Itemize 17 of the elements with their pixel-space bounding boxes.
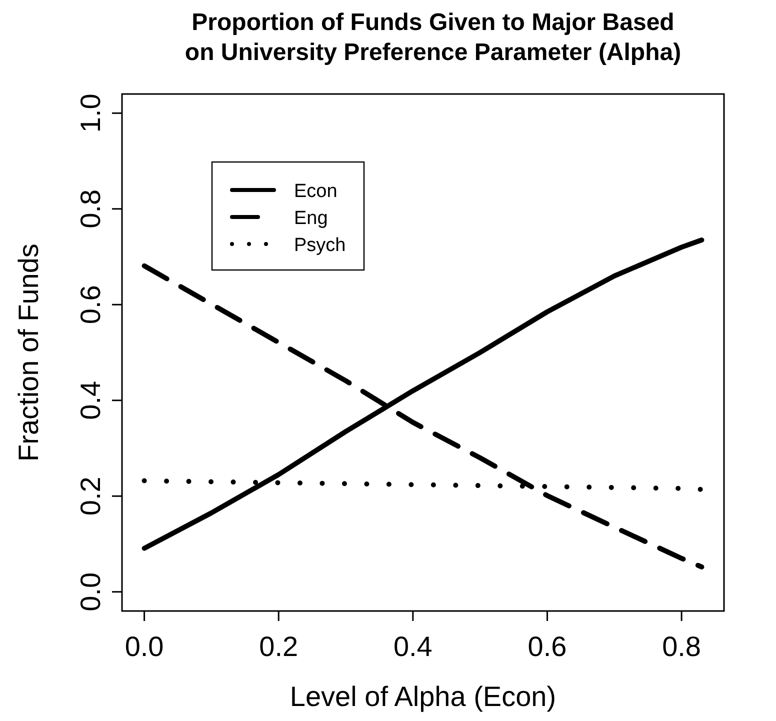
legend-label: Psych bbox=[294, 235, 346, 256]
y-tick-label: 0.2 bbox=[75, 476, 106, 516]
x-tick-label: 0.6 bbox=[528, 631, 567, 662]
chart-title: Proportion of Funds Given to Major Based on University Preference Parameter (Alpha) bbox=[184, 9, 682, 66]
x-axis-title: Level of Alpha (Econ) bbox=[290, 681, 556, 712]
x-tick-label: 0.2 bbox=[259, 631, 298, 662]
y-axis-title: Fraction of Funds bbox=[13, 244, 44, 462]
x-tick-label: 0.4 bbox=[393, 631, 432, 662]
x-tick-label: 0.0 bbox=[124, 631, 164, 662]
y-tick-label: 0.8 bbox=[75, 189, 106, 228]
x-tick-label: 0.8 bbox=[662, 631, 702, 662]
legend-label: Econ bbox=[294, 181, 338, 202]
y-tick-label: 0.4 bbox=[75, 380, 106, 420]
y-tick-label: 0.0 bbox=[75, 572, 106, 612]
y-tick-label: 1.0 bbox=[75, 94, 106, 133]
legend-label: Eng bbox=[294, 208, 328, 229]
y-tick-label: 0.6 bbox=[75, 285, 106, 324]
